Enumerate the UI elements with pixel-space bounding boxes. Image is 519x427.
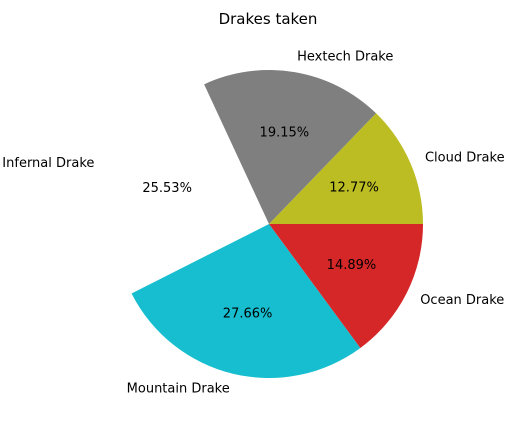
pie-slice-hextech-drake — [204, 70, 377, 224]
pie-slice-cloud-drake — [269, 113, 423, 224]
slice-label: Ocean Drake — [420, 293, 504, 308]
slice-percent-label: 27.66% — [223, 306, 273, 321]
chart-title: Drakes taken — [219, 10, 318, 28]
pie-slice-ocean-drake — [269, 224, 423, 348]
slice-label: Hextech Drake — [297, 49, 393, 64]
slice-percent-label: 19.15% — [260, 125, 310, 140]
slice-label: Mountain Drake — [127, 381, 230, 396]
slice-label: Infernal Drake — [2, 156, 94, 171]
slice-percent-label: 12.77% — [329, 180, 379, 195]
slice-label: Cloud Drake — [425, 150, 505, 165]
pie-slice-infernal-drake — [100, 79, 255, 289]
slice-percent-label: 25.53% — [142, 181, 192, 196]
pie-slice-mountain-drake — [131, 224, 361, 379]
slice-percent-label: 14.89% — [327, 258, 377, 273]
